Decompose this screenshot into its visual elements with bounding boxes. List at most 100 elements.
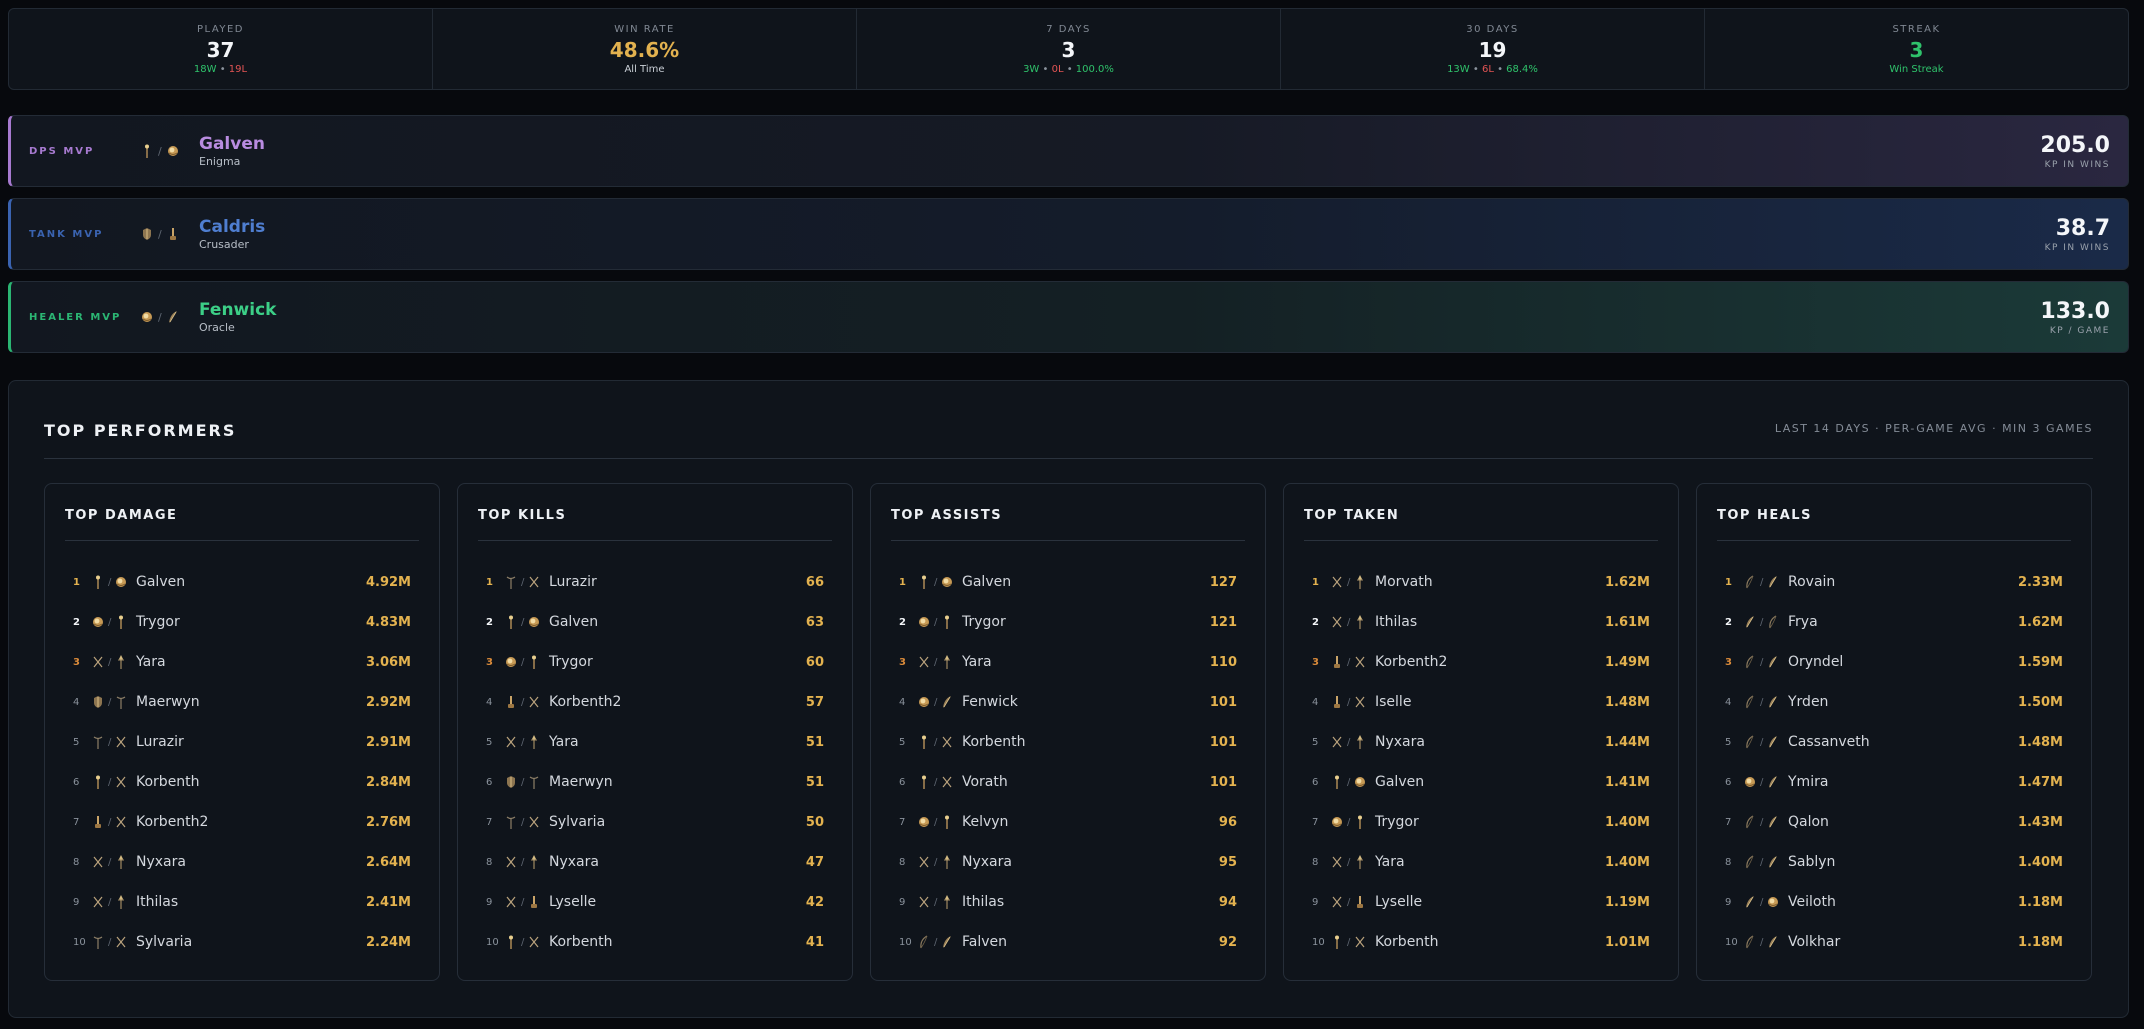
player-name[interactable]: Trygor bbox=[962, 614, 1006, 630]
leaderboard-row[interactable]: 4 / Korbenth2 57 bbox=[478, 682, 824, 722]
leaderboard-row[interactable]: 5 / Lurazir 2.91M bbox=[65, 722, 411, 762]
leaderboard-row[interactable]: 10 / Sylvaria 2.24M bbox=[65, 922, 411, 962]
player-name[interactable]: Ithilas bbox=[1375, 614, 1418, 630]
leaderboard-row[interactable]: 6 / Ymira 1.47M bbox=[1717, 762, 2063, 802]
leaderboard-row[interactable]: 9 / Ithilas 2.41M bbox=[65, 882, 411, 922]
leaderboard-row[interactable]: 7 / Kelvyn 96 bbox=[891, 802, 1237, 842]
leaderboard-row[interactable]: 2 / Frya 1.62M bbox=[1717, 602, 2063, 642]
leaderboard-row[interactable]: 9 / Ithilas 94 bbox=[891, 882, 1237, 922]
leaderboard-row[interactable]: 3 / Yara 110 bbox=[891, 642, 1237, 682]
player-name[interactable]: Yrden bbox=[1788, 694, 1829, 710]
player-name[interactable]: Nyxara bbox=[962, 854, 1012, 870]
leaderboard-row[interactable]: 2 / Trygor 121 bbox=[891, 602, 1237, 642]
leaderboard-row[interactable]: 9 / Lyselle 1.19M bbox=[1304, 882, 1650, 922]
player-name[interactable]: Korbenth bbox=[136, 774, 200, 790]
player-name[interactable]: Galven bbox=[962, 574, 1012, 590]
player-name[interactable]: Korbenth2 bbox=[1375, 654, 1448, 670]
player-name[interactable]: Yara bbox=[136, 654, 166, 670]
player-name[interactable]: Yara bbox=[962, 654, 992, 670]
leaderboard-row[interactable]: 4 / Fenwick 101 bbox=[891, 682, 1237, 722]
leaderboard-row[interactable]: 3 / Yara 3.06M bbox=[65, 642, 411, 682]
player-name[interactable]: Galven bbox=[136, 574, 186, 590]
player-name[interactable]: Nyxara bbox=[1375, 734, 1425, 750]
player-name[interactable]: Galven bbox=[1375, 774, 1425, 790]
dps-mvp-card[interactable]: DPS MVP / Galven Enigma 205.0 KP IN WINS bbox=[8, 115, 2129, 187]
player-name[interactable]: Trygor bbox=[136, 614, 180, 630]
leaderboard-row[interactable]: 8 / Nyxara 95 bbox=[891, 842, 1237, 882]
leaderboard-row[interactable]: 8 / Sablyn 1.40M bbox=[1717, 842, 2063, 882]
leaderboard-row[interactable]: 6 / Vorath 101 bbox=[891, 762, 1237, 802]
player-name[interactable]: Qalon bbox=[1788, 814, 1829, 830]
mvp-player-name[interactable]: Galven bbox=[199, 134, 265, 154]
leaderboard-row[interactable]: 5 / Nyxara 1.44M bbox=[1304, 722, 1650, 762]
player-name[interactable]: Volkhar bbox=[1788, 934, 1841, 950]
player-name[interactable]: Maerwyn bbox=[136, 694, 200, 710]
leaderboard-row[interactable]: 8 / Yara 1.40M bbox=[1304, 842, 1650, 882]
player-name[interactable]: Oryndel bbox=[1788, 654, 1844, 670]
leaderboard-row[interactable]: 6 / Galven 1.41M bbox=[1304, 762, 1650, 802]
leaderboard-row[interactable]: 1 / Galven 127 bbox=[891, 562, 1237, 602]
leaderboard-row[interactable]: 6 / Maerwyn 51 bbox=[478, 762, 824, 802]
leaderboard-row[interactable]: 1 / Galven 4.92M bbox=[65, 562, 411, 602]
leaderboard-row[interactable]: 1 / Rovain 2.33M bbox=[1717, 562, 2063, 602]
leaderboard-row[interactable]: 7 / Sylvaria 50 bbox=[478, 802, 824, 842]
player-name[interactable]: Nyxara bbox=[136, 854, 186, 870]
player-name[interactable]: Lurazir bbox=[549, 574, 597, 590]
player-name[interactable]: Yara bbox=[549, 734, 579, 750]
player-name[interactable]: Rovain bbox=[1788, 574, 1836, 590]
leaderboard-row[interactable]: 4 / Yrden 1.50M bbox=[1717, 682, 2063, 722]
player-name[interactable]: Veiloth bbox=[1788, 894, 1836, 910]
leaderboard-row[interactable]: 10 / Falven 92 bbox=[891, 922, 1237, 962]
player-name[interactable]: Nyxara bbox=[549, 854, 599, 870]
leaderboard-row[interactable]: 6 / Korbenth 2.84M bbox=[65, 762, 411, 802]
player-name[interactable]: Fenwick bbox=[962, 694, 1018, 710]
leaderboard-row[interactable]: 1 / Morvath 1.62M bbox=[1304, 562, 1650, 602]
player-name[interactable]: Lurazir bbox=[136, 734, 184, 750]
player-name[interactable]: Ithilas bbox=[136, 894, 179, 910]
leaderboard-row[interactable]: 2 / Galven 63 bbox=[478, 602, 824, 642]
player-name[interactable]: Yara bbox=[1375, 854, 1405, 870]
leaderboard-row[interactable]: 3 / Korbenth2 1.49M bbox=[1304, 642, 1650, 682]
leaderboard-row[interactable]: 10 / Korbenth 1.01M bbox=[1304, 922, 1650, 962]
leaderboard-row[interactable]: 7 / Korbenth2 2.76M bbox=[65, 802, 411, 842]
leaderboard-row[interactable]: 7 / Trygor 1.40M bbox=[1304, 802, 1650, 842]
mvp-player-name[interactable]: Caldris bbox=[199, 217, 266, 237]
player-name[interactable]: Korbenth bbox=[549, 934, 613, 950]
player-name[interactable]: Sablyn bbox=[1788, 854, 1836, 870]
leaderboard-row[interactable]: 9 / Veiloth 1.18M bbox=[1717, 882, 2063, 922]
player-name[interactable]: Lyselle bbox=[549, 894, 597, 910]
player-name[interactable]: Iselle bbox=[1375, 694, 1412, 710]
leaderboard-row[interactable]: 2 / Trygor 4.83M bbox=[65, 602, 411, 642]
leaderboard-row[interactable]: 9 / Lyselle 42 bbox=[478, 882, 824, 922]
healer-mvp-card[interactable]: HEALER MVP / Fenwick Oracle 133.0 KP / G… bbox=[8, 281, 2129, 353]
player-name[interactable]: Trygor bbox=[549, 654, 593, 670]
player-name[interactable]: Trygor bbox=[1375, 814, 1419, 830]
leaderboard-row[interactable]: 8 / Nyxara 2.64M bbox=[65, 842, 411, 882]
player-name[interactable]: Frya bbox=[1788, 614, 1818, 630]
player-name[interactable]: Falven bbox=[962, 934, 1008, 950]
player-name[interactable]: Korbenth bbox=[962, 734, 1026, 750]
leaderboard-row[interactable]: 3 / Trygor 60 bbox=[478, 642, 824, 682]
player-name[interactable]: Vorath bbox=[962, 774, 1008, 790]
player-name[interactable]: Galven bbox=[549, 614, 599, 630]
leaderboard-row[interactable]: 2 / Ithilas 1.61M bbox=[1304, 602, 1650, 642]
leaderboard-row[interactable]: 10 / Volkhar 1.18M bbox=[1717, 922, 2063, 962]
leaderboard-row[interactable]: 7 / Qalon 1.43M bbox=[1717, 802, 2063, 842]
player-name[interactable]: Cassanveth bbox=[1788, 734, 1870, 750]
leaderboard-row[interactable]: 4 / Iselle 1.48M bbox=[1304, 682, 1650, 722]
leaderboard-row[interactable]: 5 / Yara 51 bbox=[478, 722, 824, 762]
player-name[interactable]: Korbenth2 bbox=[136, 814, 209, 830]
leaderboard-row[interactable]: 5 / Korbenth 101 bbox=[891, 722, 1237, 762]
player-name[interactable]: Maerwyn bbox=[549, 774, 613, 790]
leaderboard-row[interactable]: 3 / Oryndel 1.59M bbox=[1717, 642, 2063, 682]
leaderboard-row[interactable]: 1 / Lurazir 66 bbox=[478, 562, 824, 602]
leaderboard-row[interactable]: 10 / Korbenth 41 bbox=[478, 922, 824, 962]
player-name[interactable]: Korbenth2 bbox=[549, 694, 622, 710]
tank-mvp-card[interactable]: TANK MVP / Caldris Crusader 38.7 KP IN W… bbox=[8, 198, 2129, 270]
player-name[interactable]: Ithilas bbox=[962, 894, 1005, 910]
player-name[interactable]: Lyselle bbox=[1375, 894, 1423, 910]
player-name[interactable]: Sylvaria bbox=[549, 814, 606, 830]
mvp-player-name[interactable]: Fenwick bbox=[199, 300, 277, 320]
player-name[interactable]: Kelvyn bbox=[962, 814, 1009, 830]
player-name[interactable]: Sylvaria bbox=[136, 934, 193, 950]
